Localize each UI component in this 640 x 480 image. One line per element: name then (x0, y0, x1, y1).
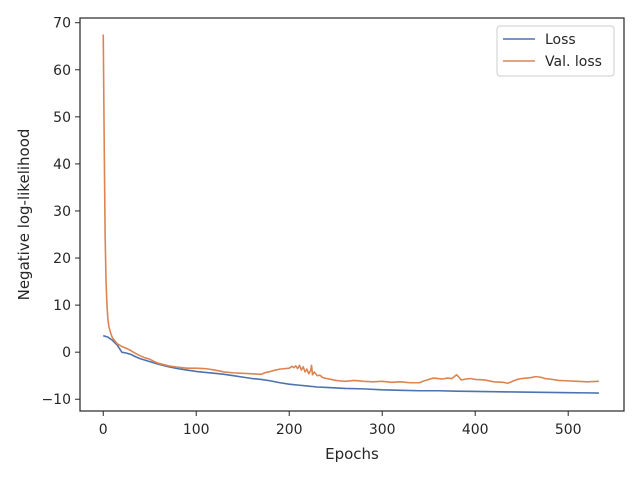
x-tick-label: 300 (369, 422, 396, 438)
x-axis-label: Epochs (325, 445, 379, 463)
x-tick-label: 0 (99, 422, 108, 438)
y-tick-label: −10 (41, 392, 71, 408)
series-line-val-loss (102, 34, 599, 385)
y-axis-label: Negative log-likelihood (15, 129, 33, 301)
y-tick-label: 60 (53, 63, 71, 79)
x-tick-label: 400 (462, 422, 489, 438)
plot-area (102, 34, 599, 394)
legend-label: Val. loss (545, 54, 602, 70)
y-tick-label: 20 (53, 251, 71, 267)
x-tick-label: 100 (183, 422, 210, 438)
y-tick-label: 50 (53, 110, 71, 126)
legend-label: Loss (545, 32, 576, 48)
x-tick-label: 200 (276, 422, 303, 438)
x-tick-label: 500 (555, 422, 582, 438)
y-tick-label: 0 (62, 345, 71, 361)
y-tick-label: 30 (53, 204, 71, 220)
y-tick-label: 10 (53, 298, 71, 314)
series-line-loss (103, 334, 599, 394)
y-tick-label: 40 (53, 157, 71, 173)
axes: 0 100 200 300 400 500 −10 0 10 20 30 40 50 60 70 (41, 16, 625, 438)
y-tick-label: 70 (53, 16, 71, 32)
axes-frame (79, 17, 625, 412)
legend: Loss Val. loss (496, 25, 615, 77)
